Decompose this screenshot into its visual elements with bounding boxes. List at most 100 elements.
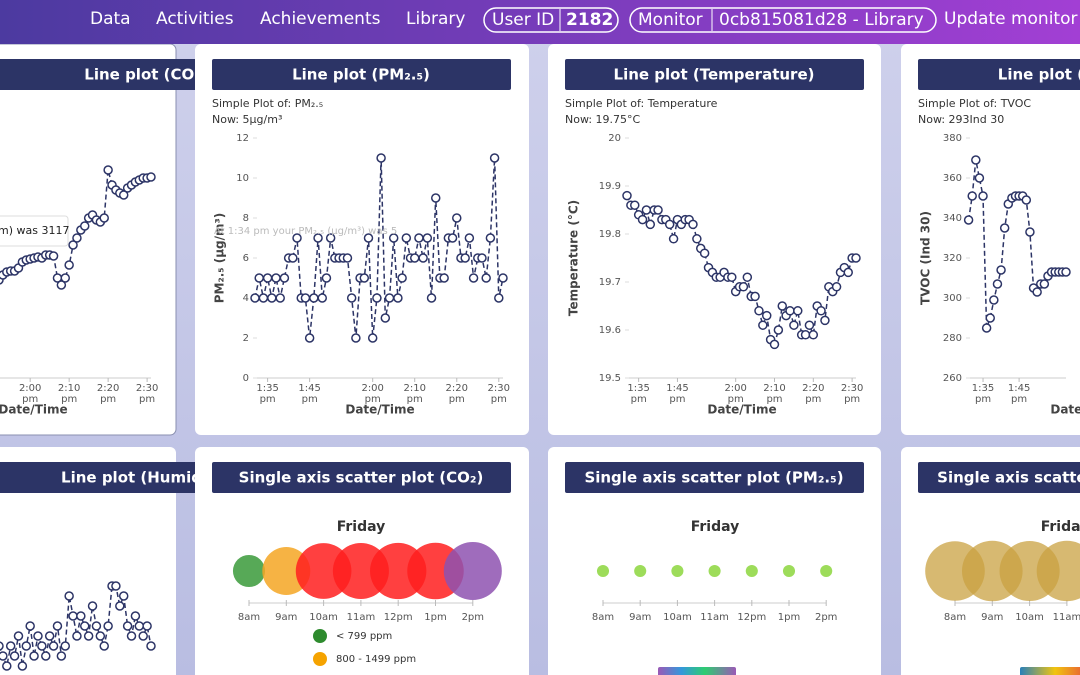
data-point bbox=[804, 320, 815, 330]
data-point bbox=[309, 293, 319, 303]
nav-link[interactable]: Activities bbox=[156, 9, 234, 29]
data-point bbox=[989, 295, 999, 305]
data-point bbox=[48, 251, 59, 261]
data-point bbox=[87, 601, 98, 611]
card-title: Line plot (Humidity) bbox=[61, 469, 231, 487]
data-point bbox=[637, 214, 648, 225]
data-point bbox=[134, 621, 145, 631]
data-point bbox=[250, 293, 260, 303]
card bbox=[901, 44, 1080, 435]
data-point bbox=[1032, 287, 1042, 297]
data-point bbox=[52, 621, 63, 631]
card-title-bar bbox=[565, 59, 864, 90]
data-point bbox=[477, 253, 487, 263]
bubble bbox=[232, 554, 266, 588]
data-point bbox=[138, 631, 148, 641]
data-point bbox=[0, 651, 8, 661]
data-point bbox=[789, 320, 799, 330]
data-point bbox=[142, 621, 152, 631]
data-point bbox=[321, 273, 332, 283]
y-tick-label: 360 bbox=[943, 173, 962, 184]
data-point bbox=[79, 221, 90, 231]
x-tick-label: 2:30 pm bbox=[136, 383, 158, 405]
data-point bbox=[359, 273, 370, 283]
monitor-value[interactable]: 0cb815081d28 - Library bbox=[719, 10, 924, 30]
card-title: Single axis scatter plot (CO₂) bbox=[239, 469, 484, 487]
data-point bbox=[0, 641, 4, 651]
data-point bbox=[376, 153, 386, 163]
data-point bbox=[33, 631, 43, 641]
card-title: Line plot (CO₂) bbox=[84, 66, 207, 84]
x-axis-label: Date/Time bbox=[707, 403, 776, 417]
nav-link[interactable]: Data bbox=[90, 9, 131, 29]
data-point bbox=[498, 273, 508, 283]
y-tick-label: 0 bbox=[243, 373, 249, 384]
data-point bbox=[388, 233, 399, 243]
data-point bbox=[111, 581, 121, 591]
data-point bbox=[414, 233, 424, 243]
data-point bbox=[146, 641, 156, 651]
data-point bbox=[393, 293, 403, 303]
data-point bbox=[17, 661, 28, 671]
update-monitor[interactable]: Update monitor bbox=[944, 9, 1078, 29]
data-point bbox=[76, 611, 86, 621]
data-point bbox=[851, 253, 861, 263]
tooltip: m) was 3117 bbox=[0, 224, 69, 237]
data-point bbox=[489, 153, 500, 163]
data-point bbox=[103, 621, 113, 631]
data-point bbox=[668, 234, 679, 244]
data-point bbox=[727, 272, 737, 282]
data-point bbox=[439, 273, 449, 283]
data-point bbox=[750, 291, 760, 302]
chart-subtitle: Friday bbox=[691, 519, 740, 535]
y-tick-label: 19.7 bbox=[599, 277, 621, 288]
data-point bbox=[641, 205, 652, 215]
x-tick-label: 9am bbox=[275, 612, 297, 623]
nav-link[interactable]: Achievements bbox=[260, 9, 381, 29]
data-point bbox=[99, 213, 109, 223]
x-axis-label: Date/Time bbox=[1050, 403, 1080, 417]
card bbox=[195, 44, 529, 435]
data-point bbox=[664, 219, 675, 230]
x-tick-label: 8am bbox=[238, 612, 260, 623]
card-title: Line plot (Temperature) bbox=[614, 66, 815, 84]
x-tick-label: 2:00 pm bbox=[724, 383, 746, 405]
data-point bbox=[68, 611, 78, 621]
data-point bbox=[464, 233, 475, 243]
data-point bbox=[777, 301, 788, 311]
data-point bbox=[992, 279, 1003, 289]
data-point bbox=[304, 333, 315, 343]
user-id-label: User ID bbox=[492, 10, 554, 30]
y-axis-label: Temperature (°C) bbox=[567, 200, 581, 316]
x-tick-label: 10am bbox=[309, 612, 338, 623]
data-point bbox=[41, 651, 51, 661]
data-point bbox=[72, 233, 82, 243]
monitor-pill[interactable] bbox=[629, 7, 937, 33]
data-point bbox=[653, 205, 663, 215]
x-tick-label: 2pm bbox=[462, 612, 484, 623]
y-tick-label: 12 bbox=[236, 133, 249, 144]
x-tick-label: 2:20 pm bbox=[446, 383, 468, 405]
x-tick-label: 11am bbox=[347, 612, 376, 623]
y-tick-label: 19.5 bbox=[599, 373, 621, 384]
data-point bbox=[460, 253, 470, 263]
legend-label: 800 - 1499 ppm bbox=[336, 654, 416, 665]
data-point bbox=[630, 200, 640, 210]
y-tick-label: 300 bbox=[943, 293, 962, 304]
y-tick-label: 10 bbox=[236, 173, 249, 184]
chart-subtitle: Simple Plot of: PM₂.₅ bbox=[212, 97, 323, 110]
x-tick-label: 1pm bbox=[778, 612, 800, 623]
nav-link[interactable]: Library bbox=[406, 9, 465, 29]
tooltip-box bbox=[0, 215, 69, 247]
data-point bbox=[9, 651, 20, 661]
legend-swatch bbox=[313, 652, 327, 666]
y-tick-label: 4 bbox=[243, 293, 249, 304]
data-point bbox=[981, 323, 992, 333]
data-point bbox=[60, 641, 71, 651]
data-point bbox=[785, 306, 795, 316]
data-line bbox=[0, 585, 152, 669]
y-tick-label: 280 bbox=[943, 333, 962, 344]
data-point bbox=[95, 631, 106, 641]
x-tick-label: 1:35 pm bbox=[256, 383, 278, 405]
